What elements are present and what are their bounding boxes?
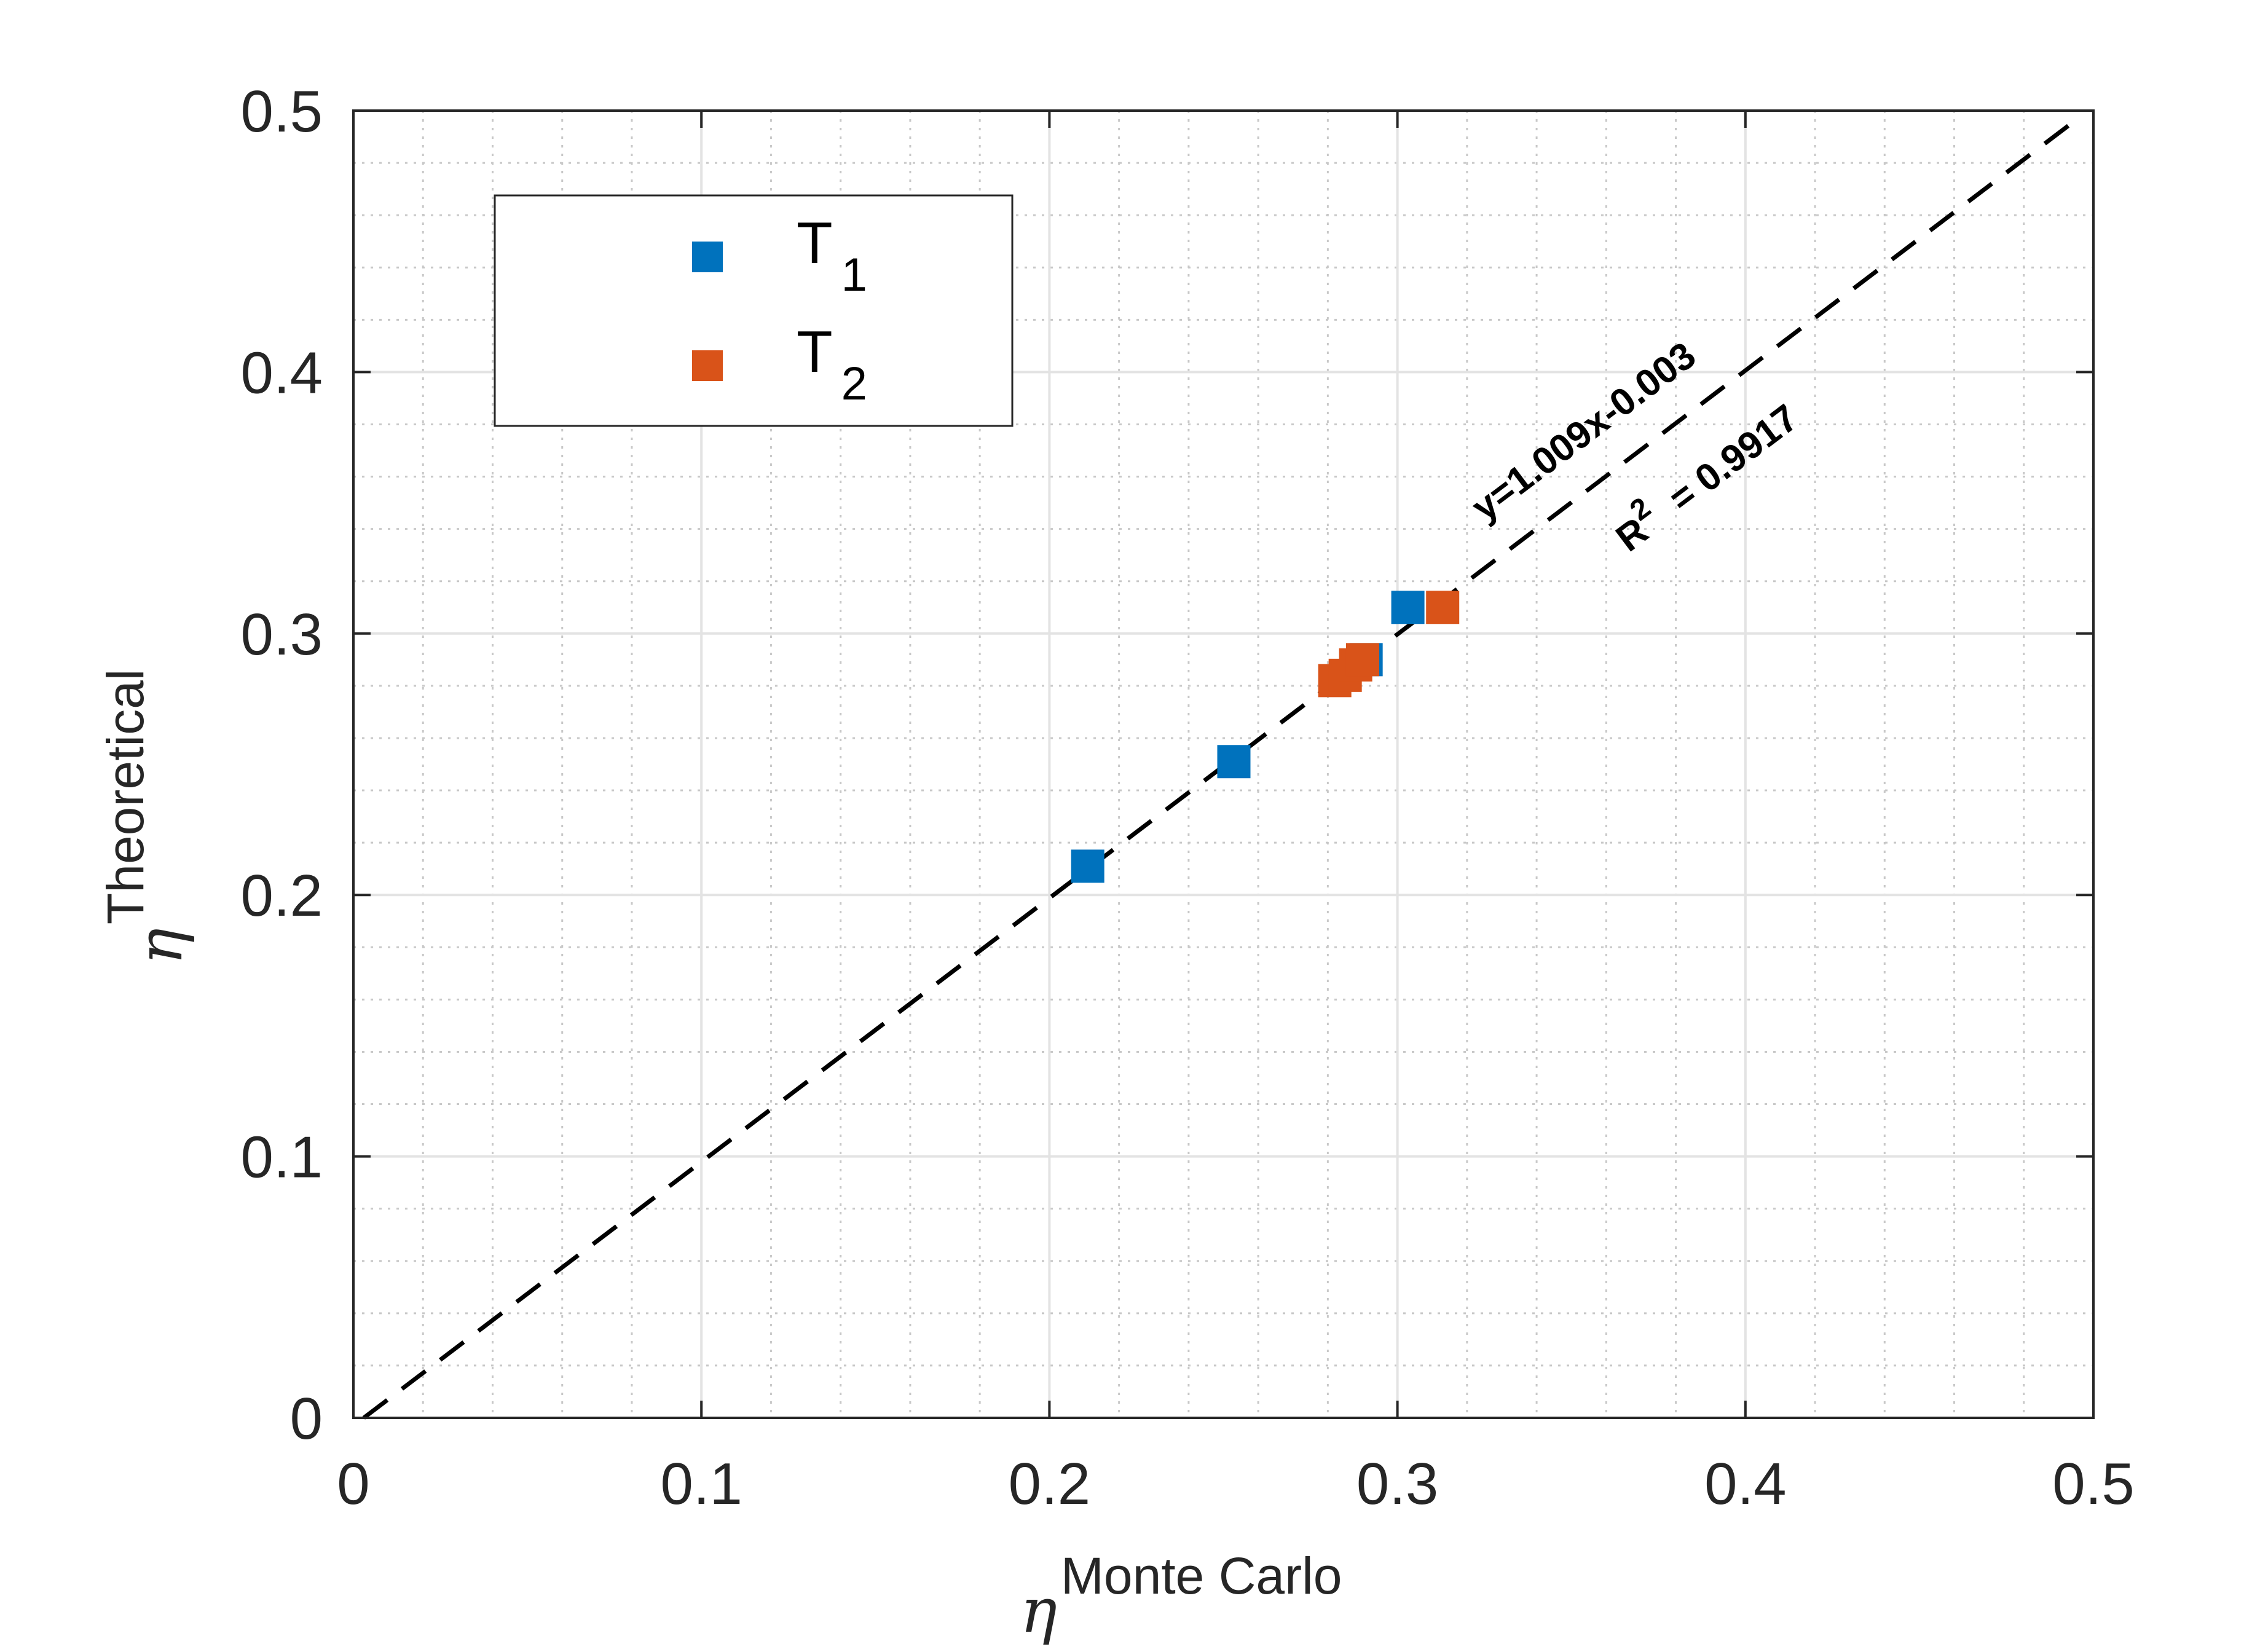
legend-label-t2-sub: 2	[841, 358, 867, 410]
y-axis-label-group: ηTheoretical	[96, 669, 196, 965]
data-point-t1	[1071, 849, 1104, 883]
legend-marker-t2	[692, 350, 723, 381]
y-tick-labels: 0 0.1 0.2 0.3 0.4 0.5	[241, 79, 323, 1452]
legend-label-t2-base: T	[797, 319, 833, 385]
minor-grid	[353, 111, 2093, 1418]
data-point-t2	[1345, 643, 1379, 677]
y-axis-symbol: η	[124, 928, 196, 965]
y-tick-label: 0.4	[241, 340, 323, 406]
y-axis-superscript: Theoretical	[96, 669, 154, 925]
x-tick-label: 0.3	[1356, 1451, 1438, 1517]
data-point-t2	[1426, 591, 1460, 624]
data-point-t1	[1391, 591, 1425, 624]
x-axis-superscript: Monte Carlo	[1061, 1547, 1342, 1605]
y-axis-label: ηTheoretical	[96, 669, 196, 965]
y-tick-label: 0.5	[241, 79, 323, 144]
y-tick-label: 0.1	[241, 1125, 323, 1190]
data-point-t1	[1217, 745, 1251, 779]
x-tick-label: 0	[337, 1451, 369, 1517]
legend-box	[494, 194, 1014, 427]
tick-marks	[352, 109, 2095, 1419]
data-points	[1071, 591, 1460, 883]
x-tick-label: 0.1	[660, 1451, 742, 1517]
y-tick-label: 0	[290, 1386, 323, 1452]
x-tick-label: 0.2	[1009, 1451, 1090, 1517]
x-tick-label: 0.5	[2052, 1451, 2134, 1517]
x-axis-symbol: η	[1020, 1575, 1057, 1646]
x-tick-label: 0.4	[1704, 1451, 1786, 1517]
y-tick-label: 0.2	[241, 863, 323, 929]
axes-box	[352, 109, 2095, 1419]
y-tick-label: 0.3	[241, 602, 323, 667]
legend-marker-t1	[692, 242, 723, 272]
x-axis-label: ηMonte Carlo	[1020, 1547, 1342, 1646]
x-tick-labels: 0 0.1 0.2 0.3 0.4 0.5	[337, 1451, 2134, 1517]
legend-label-t1-base: T	[797, 210, 833, 276]
legend-label-t1-sub: 1	[841, 249, 867, 301]
